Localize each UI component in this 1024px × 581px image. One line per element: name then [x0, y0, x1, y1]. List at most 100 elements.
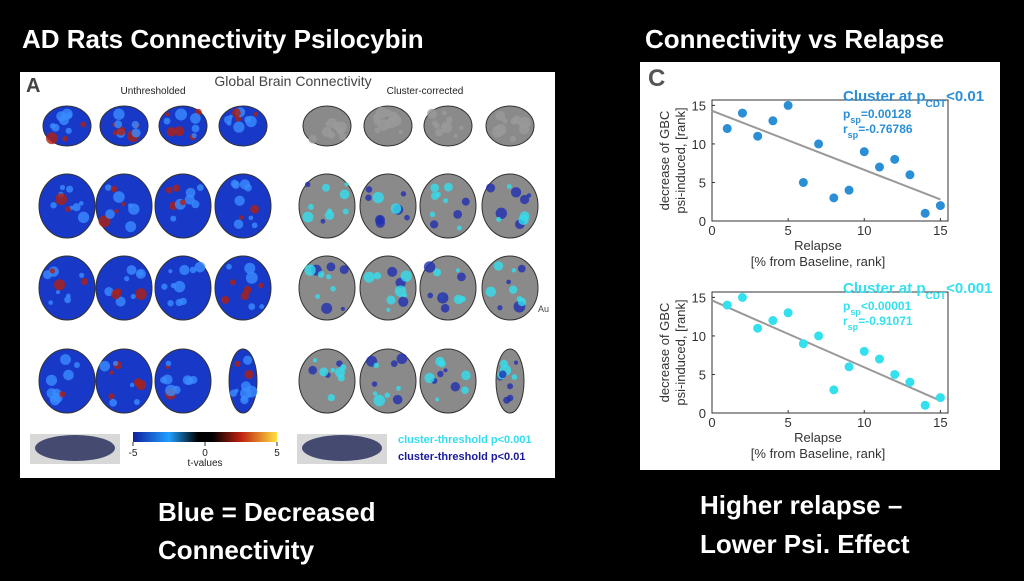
panel-label: A [26, 75, 40, 97]
brain-spot [125, 221, 137, 233]
brain-spot [43, 270, 52, 280]
y-tick-label: 10 [692, 137, 706, 152]
point [935, 393, 945, 403]
brain-spot [344, 182, 349, 187]
brain-spot [165, 186, 173, 194]
brain-spot [499, 370, 507, 379]
brain-spot [374, 214, 385, 225]
annotation-part: p [843, 107, 850, 121]
brain-spot [168, 269, 173, 274]
brain-spot [78, 201, 84, 206]
point [783, 100, 793, 110]
trend-line [711, 299, 941, 402]
brain-spot [373, 117, 381, 126]
brain-spot [113, 191, 125, 203]
brain-spot [64, 296, 72, 304]
y-tick-label: 5 [699, 367, 706, 382]
brain-shape [38, 173, 96, 239]
brain-spot [248, 303, 256, 311]
brain-spot [232, 108, 241, 118]
brain-spot [373, 362, 379, 369]
trend-line [711, 109, 941, 201]
brain-spot [339, 265, 349, 275]
brain-shape [214, 173, 272, 239]
x-axis-label: [% from Baseline, rank] [751, 254, 885, 269]
brain-spot [190, 113, 201, 124]
brain-spot [231, 180, 240, 189]
x-axis-label: Relapse [794, 430, 842, 445]
brain-spot [182, 375, 193, 385]
point [737, 108, 747, 118]
brain-spot [440, 121, 453, 134]
point [829, 385, 839, 395]
left-title: AD Rats Connectivity Psilocybin [22, 24, 424, 54]
brain-spot [506, 394, 514, 402]
brain-spot [365, 194, 372, 202]
brain-spot [110, 185, 118, 193]
y-axis-label: psi-induced, [rank] [673, 299, 688, 405]
x-tick-label: 5 [785, 223, 792, 238]
brain-slice [158, 105, 208, 147]
brain-spot [398, 130, 404, 135]
brain-slice [359, 348, 417, 414]
brain-spot [233, 121, 245, 133]
panel-a: A Global Brain Connectivity Unthresholde… [20, 72, 555, 478]
brain-spot [105, 209, 115, 219]
brain-spot [486, 183, 496, 193]
brain-spot [304, 181, 311, 188]
x-tick-label: 0 [708, 223, 715, 238]
brain-spot [60, 354, 71, 365]
brain-spot [427, 292, 434, 299]
brain-spot [319, 367, 329, 377]
brain-spot [59, 184, 66, 191]
brain-spot [248, 215, 254, 221]
brain-spot [441, 110, 447, 116]
brain-spot [509, 135, 517, 143]
brain-spot [396, 385, 401, 391]
brain-spot [363, 271, 375, 283]
brain-spot [111, 289, 121, 300]
brain-spot [234, 388, 239, 393]
brain-spot [221, 295, 230, 304]
brain-spot [64, 206, 71, 212]
annotation: Cluster at pCDT<0.01 [843, 88, 984, 110]
brain-slice [214, 173, 272, 239]
brain-spot [461, 370, 471, 381]
brain-spot [511, 268, 517, 273]
brain-spot [440, 303, 450, 313]
brain-spot [226, 263, 232, 270]
brain-spot [191, 133, 197, 139]
brain-spot [435, 128, 443, 137]
brain-slice [481, 173, 539, 239]
annotation-part: p [843, 299, 850, 313]
brain-spot [112, 130, 118, 136]
legend-entry: cluster-threshold p<0.01 [398, 451, 525, 463]
brain-spot [234, 360, 241, 367]
brain-spot [384, 392, 391, 398]
brain-shape [95, 255, 153, 321]
brain-slice [363, 105, 413, 147]
annotation: rsp=-0.76786 [843, 122, 913, 140]
point [905, 377, 915, 387]
brain-spot [99, 360, 111, 372]
brain-spot [506, 279, 511, 285]
brain-spot [129, 382, 135, 388]
brain-spot [461, 386, 469, 395]
brain-spot [175, 298, 183, 307]
brain-spot [493, 261, 504, 271]
brain-spot [243, 355, 253, 365]
brain-spot [499, 359, 508, 368]
brain-spot [250, 204, 259, 214]
brain-spot [77, 211, 90, 224]
point [935, 201, 945, 211]
brain-spot [518, 214, 529, 226]
brain-shape [495, 348, 525, 414]
brain-spot [456, 225, 462, 231]
brain-spot [165, 360, 172, 367]
brain-spot [66, 185, 74, 193]
brain-spot [317, 271, 325, 278]
brain-slice [302, 105, 352, 147]
point [890, 369, 900, 379]
brain-spot [166, 127, 177, 137]
